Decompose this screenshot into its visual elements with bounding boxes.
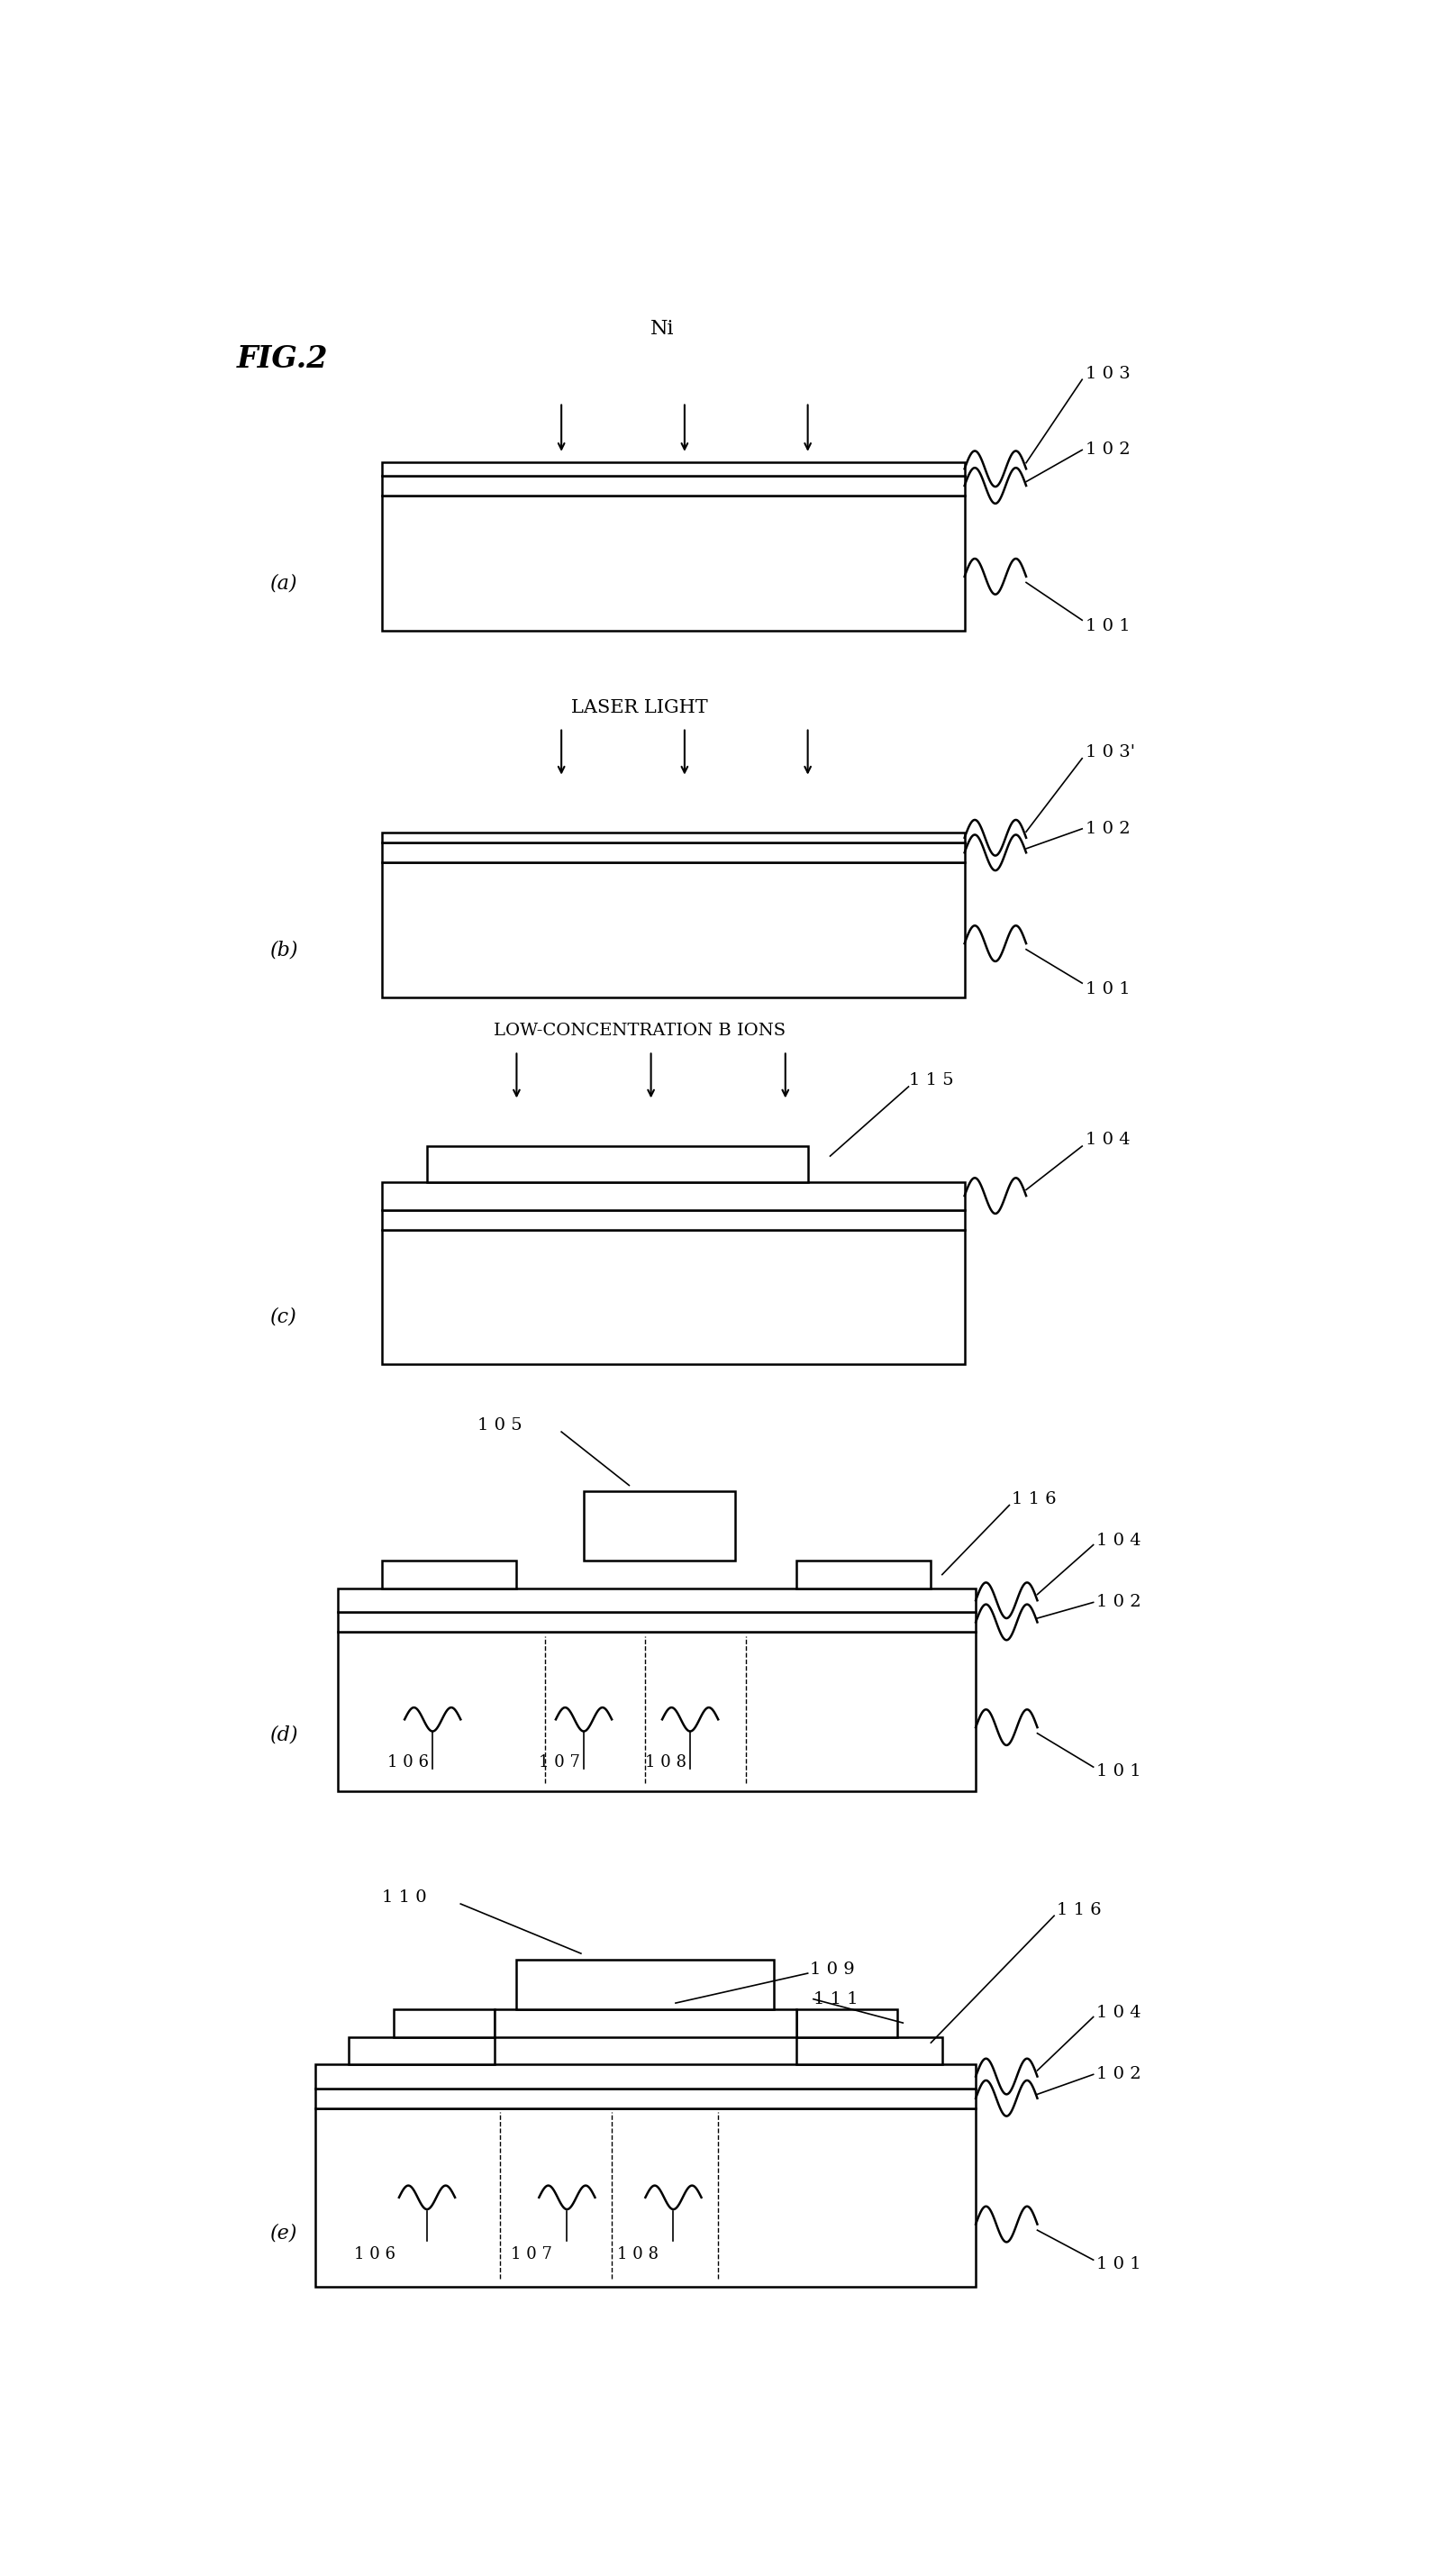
Bar bbox=[315, 2063, 975, 2089]
Bar bbox=[381, 832, 965, 842]
Text: 1 0 3: 1 0 3 bbox=[1085, 366, 1130, 381]
Text: 1 1 6: 1 1 6 bbox=[1056, 1901, 1101, 1919]
Bar bbox=[517, 1960, 775, 2009]
Text: 1 0 6: 1 0 6 bbox=[387, 1754, 429, 1770]
Bar bbox=[393, 2009, 494, 2038]
Text: 1 0 8: 1 0 8 bbox=[646, 1754, 686, 1770]
Text: 1 0 7: 1 0 7 bbox=[512, 2246, 552, 2262]
Text: 1 0 1: 1 0 1 bbox=[1085, 618, 1130, 634]
Text: (d): (d) bbox=[270, 1726, 299, 1744]
Bar bbox=[796, 2009, 897, 2038]
Bar bbox=[381, 842, 965, 863]
Bar bbox=[381, 863, 965, 997]
Bar bbox=[381, 1229, 965, 1365]
Text: 1 1 6: 1 1 6 bbox=[1011, 1492, 1056, 1507]
Text: (c): (c) bbox=[270, 1306, 298, 1327]
Bar bbox=[348, 2038, 494, 2063]
Text: 1 0 8: 1 0 8 bbox=[617, 2246, 659, 2262]
Bar bbox=[584, 1492, 736, 1561]
Text: LOW-CONCENTRATION B IONS: LOW-CONCENTRATION B IONS bbox=[494, 1023, 786, 1038]
Text: 1 0 4: 1 0 4 bbox=[1097, 1533, 1142, 1548]
Text: 1 0 7: 1 0 7 bbox=[539, 1754, 581, 1770]
Text: 1 0 1: 1 0 1 bbox=[1097, 2257, 1142, 2272]
Text: 1 0 1: 1 0 1 bbox=[1097, 1762, 1142, 1780]
Bar bbox=[494, 2009, 796, 2038]
Bar bbox=[338, 1589, 975, 1613]
Text: 1 1 5: 1 1 5 bbox=[909, 1072, 954, 1090]
Bar bbox=[796, 1561, 931, 1589]
Text: 1 1 1: 1 1 1 bbox=[814, 1991, 858, 2007]
Bar bbox=[315, 2107, 975, 2287]
Bar bbox=[428, 1146, 808, 1182]
Bar bbox=[338, 1613, 975, 1633]
Text: 1 0 6: 1 0 6 bbox=[354, 2246, 396, 2262]
Bar bbox=[381, 495, 965, 631]
Bar bbox=[796, 2038, 942, 2063]
Text: 1 0 2: 1 0 2 bbox=[1085, 443, 1130, 459]
Text: LASER LIGHT: LASER LIGHT bbox=[571, 698, 708, 716]
Text: (b): (b) bbox=[270, 940, 299, 961]
Text: FIG.2: FIG.2 bbox=[237, 343, 328, 374]
Text: (a): (a) bbox=[270, 574, 298, 592]
Text: 1 0 9: 1 0 9 bbox=[811, 1960, 855, 1978]
Bar bbox=[381, 461, 965, 477]
Text: 1 0 4: 1 0 4 bbox=[1097, 2004, 1142, 2022]
Text: 1 0 4: 1 0 4 bbox=[1085, 1131, 1130, 1149]
Text: 1 0 2: 1 0 2 bbox=[1085, 822, 1130, 837]
Bar bbox=[381, 477, 965, 495]
Text: 1 0 2: 1 0 2 bbox=[1097, 1595, 1142, 1610]
Text: (e): (e) bbox=[270, 2223, 298, 2244]
Text: 1 0 1: 1 0 1 bbox=[1085, 981, 1130, 997]
Text: 1 0 3': 1 0 3' bbox=[1085, 744, 1134, 760]
Text: Ni: Ni bbox=[650, 319, 675, 340]
Text: 1 0 2: 1 0 2 bbox=[1097, 2066, 1142, 2081]
Bar bbox=[381, 1211, 965, 1229]
Bar bbox=[315, 2089, 975, 2107]
Text: 1 0 5: 1 0 5 bbox=[477, 1417, 522, 1435]
Bar bbox=[381, 1182, 965, 1211]
Bar bbox=[381, 1561, 517, 1589]
Bar bbox=[338, 1633, 975, 1790]
Text: 1 1 0: 1 1 0 bbox=[383, 1891, 426, 1906]
